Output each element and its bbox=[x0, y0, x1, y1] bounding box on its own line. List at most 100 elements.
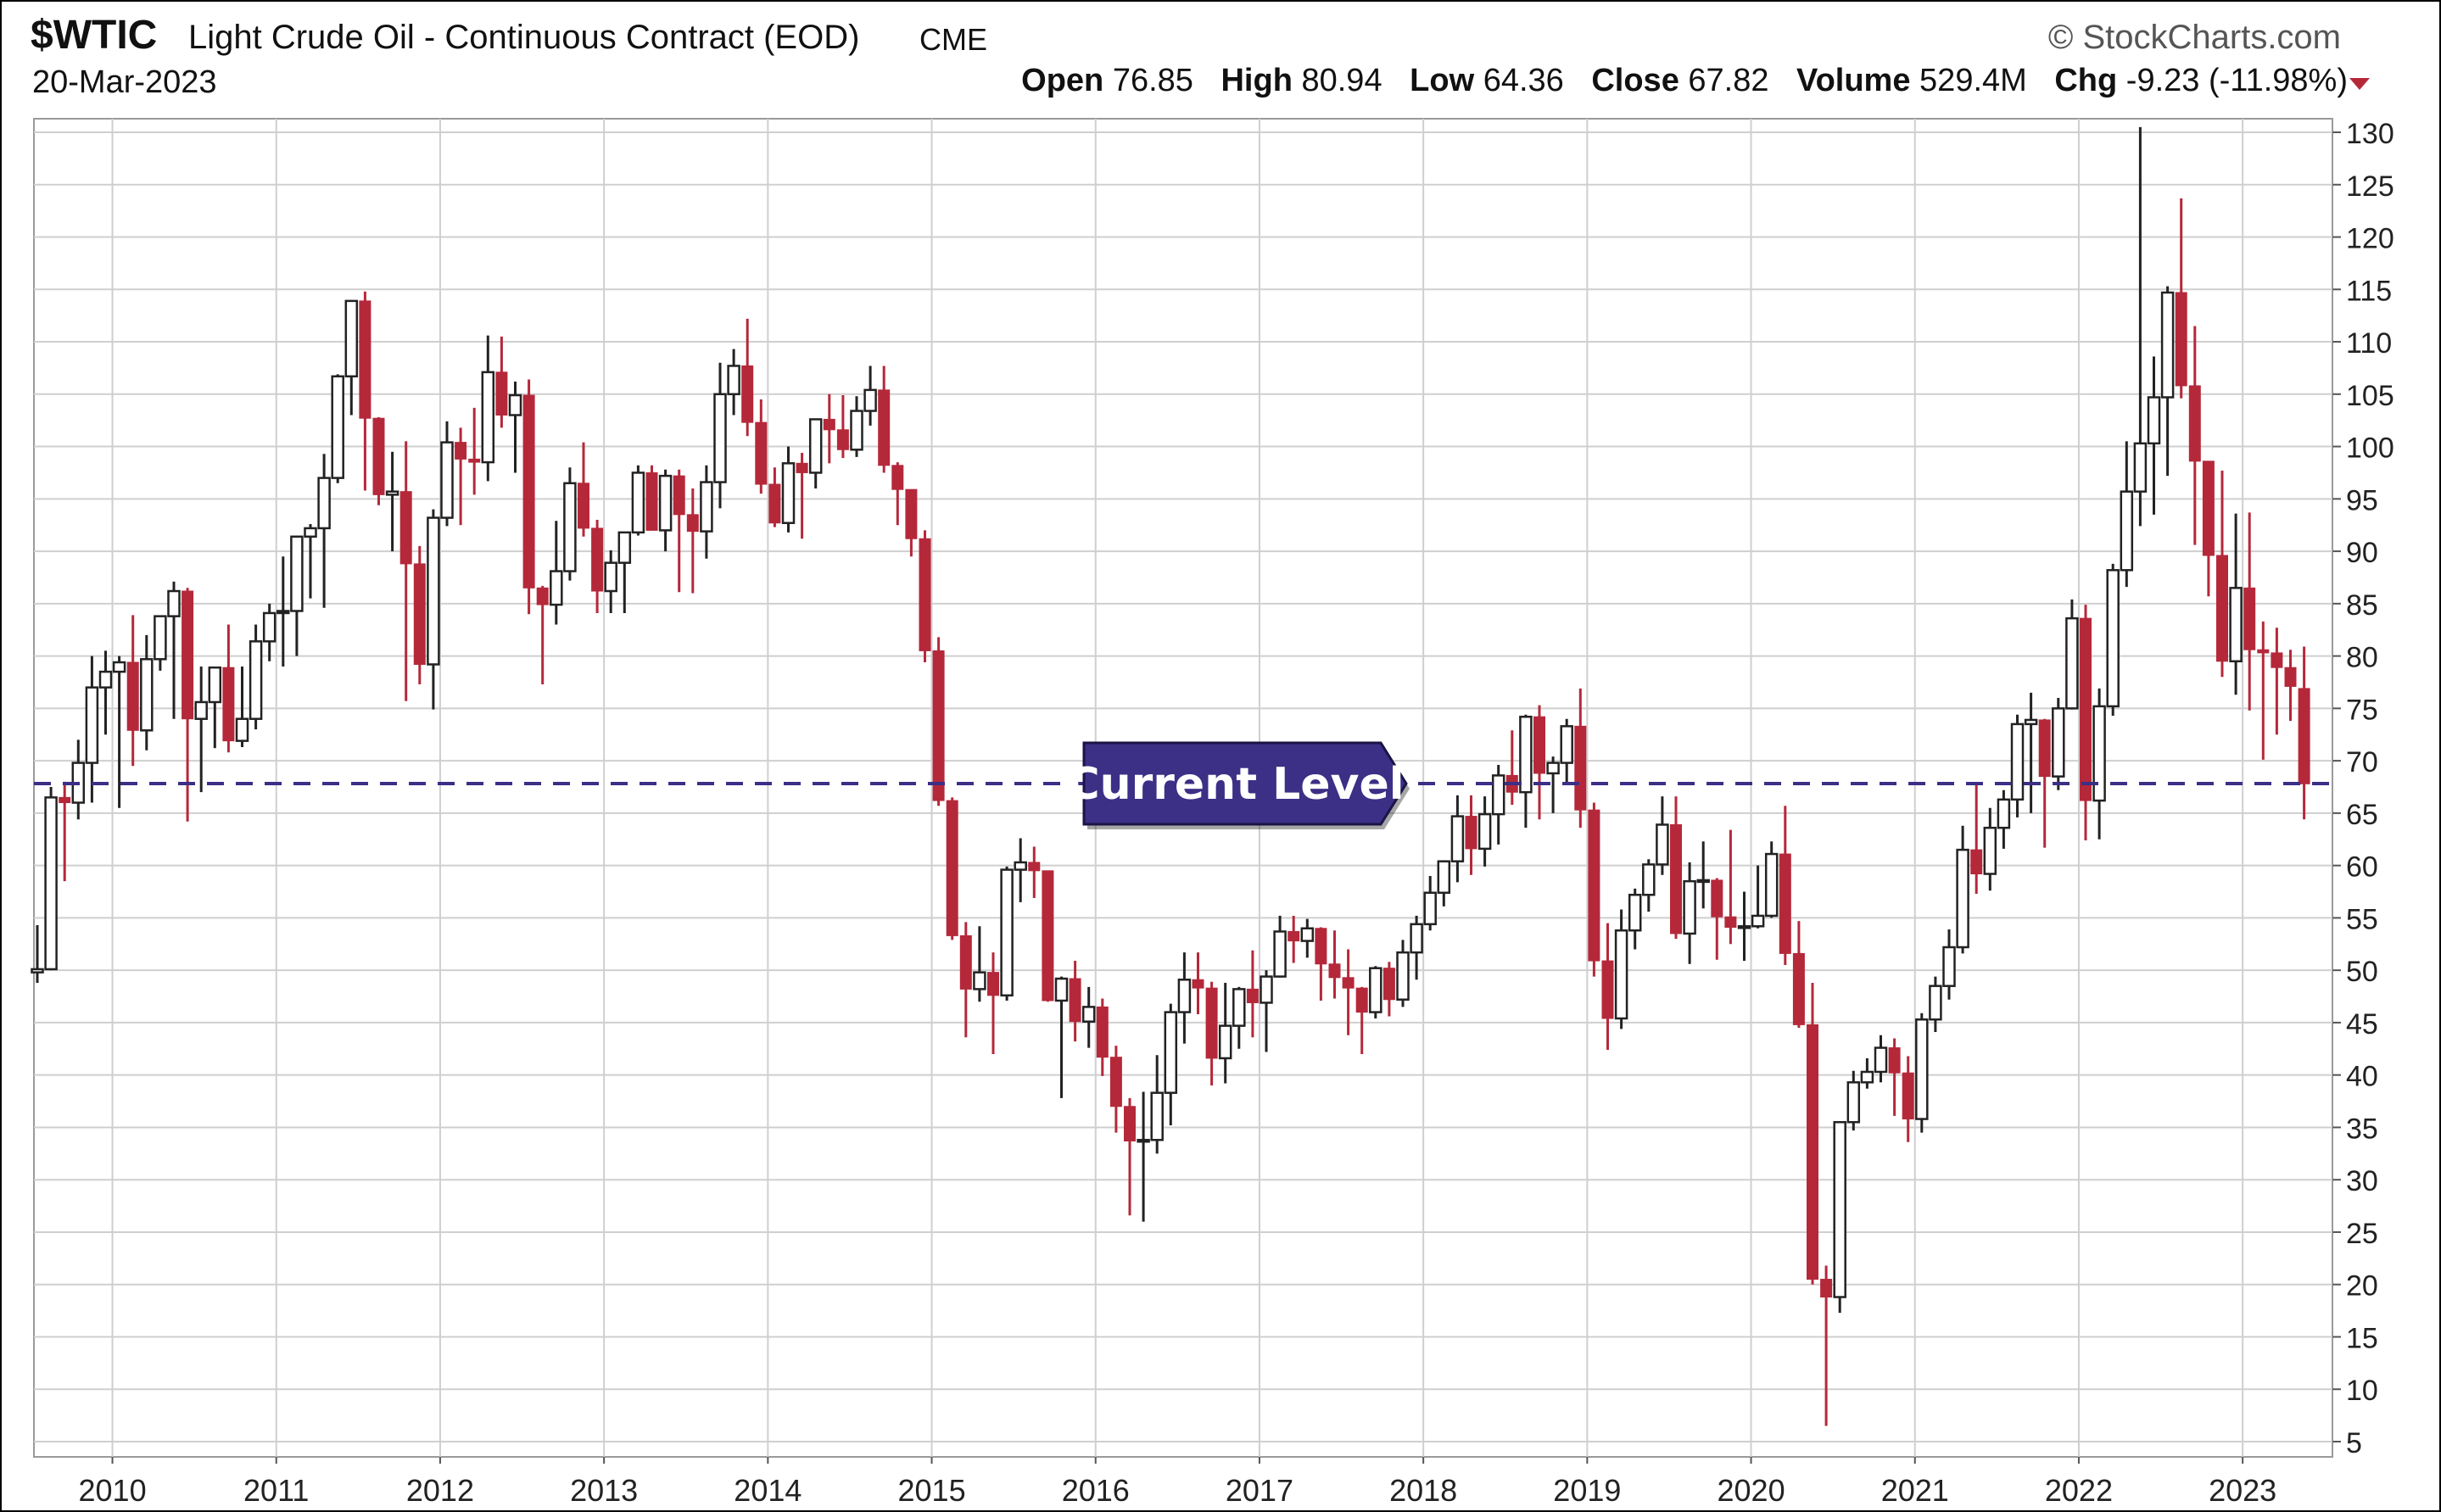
candle bbox=[878, 365, 891, 473]
x-tick-label: 2020 bbox=[1718, 1473, 1785, 1508]
candle bbox=[331, 374, 344, 483]
candle bbox=[1288, 915, 1300, 963]
x-tick-label: 2012 bbox=[406, 1473, 474, 1508]
candle bbox=[1069, 961, 1081, 1042]
candle-body bbox=[1915, 1018, 1929, 1120]
candle bbox=[1779, 806, 1791, 965]
candle-body bbox=[1614, 929, 1628, 1020]
candle bbox=[700, 465, 713, 559]
instrument-name: Light Crude Oil - Continuous Contract (E… bbox=[188, 19, 860, 56]
y-tick-label: 80 bbox=[2346, 642, 2378, 674]
candle bbox=[1642, 859, 1656, 912]
candle-body bbox=[1164, 1011, 1178, 1094]
candle bbox=[2229, 513, 2243, 695]
candle bbox=[85, 656, 99, 803]
candle bbox=[1670, 796, 1682, 940]
candle bbox=[2243, 512, 2256, 711]
candle bbox=[959, 922, 972, 1038]
candle-body bbox=[1574, 725, 1587, 811]
candle bbox=[1807, 982, 1818, 1285]
candle bbox=[850, 396, 863, 457]
candle bbox=[2284, 650, 2297, 722]
candle-body bbox=[2202, 460, 2215, 556]
candle-body bbox=[2080, 617, 2092, 801]
candle bbox=[468, 407, 481, 495]
current-level-annotation: Current Level bbox=[34, 741, 2332, 830]
candle-body bbox=[182, 590, 194, 720]
candle-body bbox=[1860, 1070, 1874, 1084]
candle bbox=[1192, 952, 1204, 1015]
exchange-label: CME bbox=[919, 22, 987, 57]
candle-body bbox=[1218, 1024, 1232, 1060]
candle bbox=[2120, 441, 2134, 588]
candle-body bbox=[1737, 925, 1751, 929]
candle bbox=[208, 666, 222, 749]
y-tick-label: 90 bbox=[2346, 537, 2378, 569]
candle bbox=[222, 624, 235, 753]
y-tick-label: 60 bbox=[2346, 851, 2378, 884]
candle bbox=[481, 335, 495, 482]
candle bbox=[1574, 688, 1587, 829]
candle-body bbox=[1628, 893, 1642, 932]
candle-body bbox=[167, 589, 181, 617]
candle-body bbox=[2175, 292, 2187, 387]
candle bbox=[1656, 796, 1669, 875]
y-tick-label: 100 bbox=[2346, 432, 2394, 465]
low-value: 64.36 bbox=[1483, 63, 1564, 98]
candle bbox=[905, 488, 918, 557]
candle bbox=[781, 446, 796, 533]
candle-body bbox=[222, 667, 235, 742]
ohlc-summary: Open 76.85 High 80.94 Low 64.36 Close 67… bbox=[1021, 63, 2348, 99]
candle bbox=[1315, 927, 1327, 1001]
candle-body bbox=[1054, 977, 1069, 1002]
candle-body bbox=[1137, 1139, 1150, 1143]
candle bbox=[617, 531, 632, 613]
candle bbox=[673, 469, 685, 593]
candle bbox=[1465, 795, 1477, 875]
candle bbox=[973, 926, 986, 1002]
candle-body bbox=[741, 365, 754, 423]
candle bbox=[372, 416, 385, 505]
candle bbox=[1042, 870, 1054, 1002]
candle bbox=[344, 299, 359, 416]
candle bbox=[2216, 470, 2228, 678]
candle bbox=[1820, 1265, 1833, 1426]
y-tick-label: 110 bbox=[2346, 327, 2392, 360]
candle bbox=[1437, 860, 1451, 907]
candle-body bbox=[973, 971, 986, 990]
candle-body bbox=[2024, 718, 2038, 726]
candle-body bbox=[1942, 946, 1956, 987]
candle-body bbox=[2010, 723, 2025, 801]
candle bbox=[631, 465, 645, 536]
candle-body bbox=[1696, 879, 1710, 884]
candle-body bbox=[1260, 975, 1273, 1004]
candle-body bbox=[1273, 930, 1287, 978]
candle-body bbox=[455, 442, 467, 460]
candle bbox=[2147, 356, 2161, 515]
candle bbox=[1588, 802, 1600, 977]
x-tick-label: 2016 bbox=[1062, 1473, 1130, 1508]
candle bbox=[455, 427, 467, 526]
candle-body bbox=[1711, 879, 1723, 918]
candle bbox=[194, 666, 208, 793]
candle bbox=[1860, 1057, 1874, 1089]
candle-body bbox=[631, 471, 645, 534]
candle-body bbox=[673, 475, 685, 516]
candle-body bbox=[686, 514, 699, 533]
open-label: Open bbox=[1021, 63, 1104, 98]
candle-body bbox=[1724, 916, 1737, 929]
candle bbox=[755, 399, 768, 494]
candle-body bbox=[658, 474, 673, 532]
candle bbox=[1028, 846, 1041, 898]
candle-body bbox=[1683, 879, 1696, 935]
candle bbox=[1833, 1121, 1846, 1314]
candle-body bbox=[331, 375, 344, 479]
y-tick-label: 55 bbox=[2346, 903, 2378, 935]
candle bbox=[44, 787, 58, 971]
close-value: 67.82 bbox=[1688, 63, 1769, 98]
candle bbox=[1260, 970, 1273, 1052]
candle-body bbox=[1902, 1072, 1914, 1120]
x-tick-label: 2017 bbox=[1226, 1473, 1293, 1508]
candle-body bbox=[2120, 490, 2134, 572]
candle-body bbox=[1328, 963, 1341, 979]
